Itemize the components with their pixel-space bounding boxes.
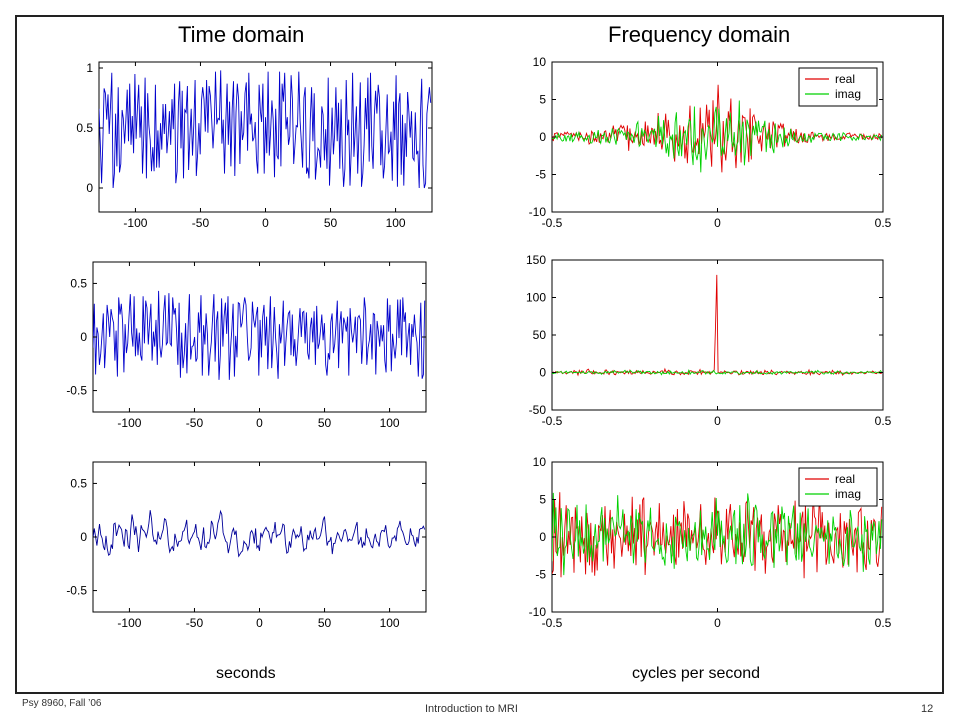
- x-tick-label: 0: [256, 416, 263, 430]
- x-tick-label: 0: [262, 216, 269, 230]
- y-tick-label: 0: [80, 330, 87, 344]
- y-tick-label: -10: [529, 205, 547, 219]
- x-tick-label: 0.5: [875, 216, 892, 230]
- y-tick-label: -5: [535, 568, 546, 582]
- legend-box: [798, 67, 878, 107]
- y-tick-label: -5: [535, 168, 546, 182]
- y-tick-label: 5: [539, 493, 546, 507]
- x-tick-label: 50: [318, 416, 332, 430]
- y-tick-label: 0.5: [70, 276, 87, 290]
- x-tick-label: -50: [186, 416, 204, 430]
- series-line-signal: [99, 70, 432, 189]
- y-tick-label: 0: [539, 530, 546, 544]
- x-tick-label: 0: [256, 616, 263, 630]
- series-line-imag: [552, 492, 883, 576]
- x-tick-label: -0.5: [542, 616, 563, 630]
- series-line-signal: [93, 290, 426, 380]
- chart-time-2: -100 -50 0 50 100 -0.5 0 0.5: [66, 261, 427, 430]
- plot-frame: [92, 461, 427, 613]
- frequency-axis-caption: cycles per second: [632, 665, 761, 682]
- x-tick-label: 50: [324, 216, 338, 230]
- y-tick-label: -0.5: [66, 584, 87, 598]
- x-tick-label: -50: [192, 216, 210, 230]
- legend-label-imag: imag: [835, 87, 861, 101]
- x-tick-label: -50: [186, 616, 204, 630]
- y-tick-label: 10: [533, 55, 547, 69]
- legend-label-imag: imag: [835, 487, 861, 501]
- chart-time-3: -100 -50 0 50 100 -0.5 0 0.5: [66, 461, 427, 630]
- legend-label-real: real: [835, 72, 855, 86]
- x-tick-label: 0.5: [875, 616, 892, 630]
- footer-course: Psy 8960, Fall ’06: [22, 698, 102, 709]
- legend-label-real: real: [835, 472, 855, 486]
- time-axis-caption: seconds: [216, 665, 276, 682]
- y-tick-label: 0: [539, 130, 546, 144]
- legend-box: [798, 467, 878, 507]
- x-tick-label: 0.5: [875, 414, 892, 428]
- time-domain-title: Time domain: [178, 22, 305, 47]
- y-tick-label: -0.5: [66, 384, 87, 398]
- y-tick-label: 150: [526, 253, 546, 267]
- x-tick-label: 100: [380, 416, 400, 430]
- frequency-domain-title: Frequency domain: [608, 22, 791, 47]
- y-tick-label: 0: [86, 181, 93, 195]
- y-tick-label: -10: [529, 605, 547, 619]
- x-tick-label: 0: [714, 616, 721, 630]
- footer-page-number: 12: [921, 703, 934, 715]
- y-tick-label: 0.5: [76, 121, 93, 135]
- y-tick-label: 1: [86, 61, 93, 75]
- y-tick-label: -50: [529, 403, 547, 417]
- y-tick-label: 10: [533, 455, 547, 469]
- chart-freq-2: -0.5 0 0.5 -50 0 50 100 150: [526, 253, 892, 428]
- slide-frame: [15, 15, 944, 694]
- x-tick-label: -100: [117, 616, 141, 630]
- series-line-real: [552, 274, 882, 377]
- series-line-imag: [552, 100, 883, 173]
- footer-slide-title: Introduction to MRI: [425, 703, 518, 715]
- series-line-imag: [552, 369, 882, 376]
- x-tick-label: 0: [714, 216, 721, 230]
- x-tick-label: -0.5: [542, 414, 563, 428]
- x-tick-label: 100: [380, 616, 400, 630]
- y-tick-label: 100: [526, 291, 546, 305]
- x-tick-label: 50: [318, 616, 332, 630]
- x-tick-label: -0.5: [542, 216, 563, 230]
- y-tick-label: 5: [539, 93, 546, 107]
- chart-time-1: -100 -50 0 50 100 0 0.5 1: [76, 61, 433, 230]
- y-tick-label: 50: [533, 328, 547, 342]
- x-tick-label: 100: [386, 216, 406, 230]
- x-tick-label: 0: [714, 414, 721, 428]
- series-line-signal: [93, 509, 426, 558]
- x-tick-label: -100: [117, 416, 141, 430]
- x-tick-label: -100: [123, 216, 147, 230]
- y-tick-label: 0.5: [70, 476, 87, 490]
- y-tick-label: 0: [80, 530, 87, 544]
- y-tick-label: 0: [539, 366, 546, 380]
